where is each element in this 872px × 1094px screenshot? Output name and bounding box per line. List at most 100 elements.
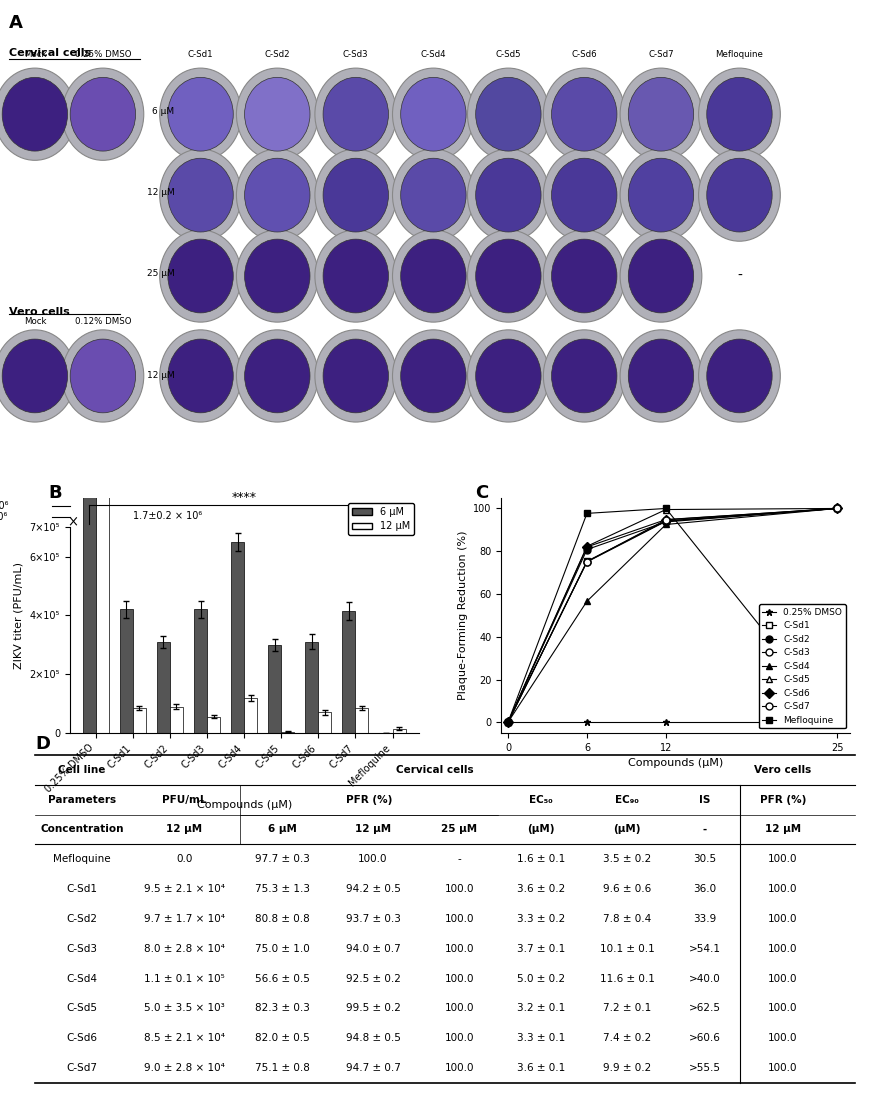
Text: C-Sd2: C-Sd2 (264, 50, 290, 59)
Text: 100.0: 100.0 (445, 1063, 473, 1073)
C-Sd3 (503, 715, 514, 729)
Ellipse shape (467, 330, 549, 422)
Ellipse shape (475, 78, 541, 151)
Text: 3.3 ± 0.2: 3.3 ± 0.2 (517, 913, 565, 924)
X-axis label: Compounds (μM): Compounds (μM) (628, 758, 724, 768)
Ellipse shape (160, 149, 242, 241)
Ellipse shape (706, 339, 773, 412)
C-Sd3 (661, 514, 671, 527)
Ellipse shape (401, 339, 466, 412)
Text: 94.7 ± 0.7: 94.7 ± 0.7 (345, 1063, 400, 1073)
Text: C-Sd3: C-Sd3 (66, 944, 98, 954)
Ellipse shape (543, 149, 625, 241)
C-Sd3 (582, 556, 592, 569)
C-Sd7 (832, 502, 842, 515)
C-Sd2 (661, 515, 671, 528)
Ellipse shape (392, 330, 474, 422)
Text: 8.0 ± 2.8 × 10⁴: 8.0 ± 2.8 × 10⁴ (144, 944, 225, 954)
Text: Mefloquine: Mefloquine (53, 854, 111, 864)
Text: Cervical cells: Cervical cells (9, 47, 91, 58)
Text: 12 μM: 12 μM (146, 188, 174, 197)
Text: Mock: Mock (24, 317, 46, 326)
Text: 9.5 ± 2.1 × 10⁴: 9.5 ± 2.1 × 10⁴ (144, 884, 225, 894)
Text: D: D (35, 735, 50, 754)
Y-axis label: Plaque-Forming Reduction (%): Plaque-Forming Reduction (%) (458, 531, 467, 700)
Bar (231, 542, 244, 733)
Text: C-Sd5: C-Sd5 (495, 50, 521, 59)
Text: 7.8 ± 0.4: 7.8 ± 0.4 (603, 913, 651, 924)
C-Sd7 (661, 513, 671, 526)
Line: Mefloquine: Mefloquine (505, 505, 841, 725)
Bar (157, 642, 170, 733)
Ellipse shape (244, 339, 310, 412)
Ellipse shape (467, 230, 549, 322)
Ellipse shape (392, 68, 474, 161)
Text: 82.3 ± 0.3: 82.3 ± 0.3 (255, 1003, 310, 1013)
Ellipse shape (706, 159, 773, 232)
Ellipse shape (0, 330, 76, 422)
Ellipse shape (315, 330, 397, 422)
Text: 100.0: 100.0 (768, 1063, 798, 1073)
Text: 10.1 ± 0.1: 10.1 ± 0.1 (600, 944, 655, 954)
Ellipse shape (70, 339, 135, 412)
Text: C: C (475, 484, 488, 502)
Ellipse shape (543, 68, 625, 161)
Text: 94.0 ± 0.7: 94.0 ± 0.7 (345, 944, 400, 954)
Text: >55.5: >55.5 (689, 1063, 721, 1073)
Bar (282, 732, 294, 733)
C-Sd6 (661, 513, 671, 526)
Bar (356, 708, 369, 733)
Bar (244, 698, 257, 733)
Bar (392, 729, 405, 733)
Text: 12 μM: 12 μM (146, 372, 174, 381)
Text: 100.0: 100.0 (768, 974, 798, 984)
Text: 3.2 ± 0.1: 3.2 ± 0.1 (517, 1003, 565, 1013)
C-Sd1 (503, 715, 514, 729)
Ellipse shape (706, 78, 773, 151)
Ellipse shape (467, 149, 549, 241)
Text: A: A (9, 14, 23, 33)
Text: 0.12% DMSO: 0.12% DMSO (75, 317, 131, 326)
Mefloquine (832, 715, 842, 729)
Ellipse shape (698, 68, 780, 161)
Text: 82.0 ± 0.5: 82.0 ± 0.5 (255, 1034, 310, 1044)
Text: 30.5: 30.5 (693, 854, 717, 864)
Text: Parameters: Parameters (48, 794, 116, 804)
Text: >62.5: >62.5 (689, 1003, 721, 1013)
Line: C-Sd7: C-Sd7 (505, 505, 841, 725)
Line: C-Sd1: C-Sd1 (505, 505, 841, 725)
C-Sd5 (832, 502, 842, 515)
Text: 3.6 ± 0.1: 3.6 ± 0.1 (517, 1063, 565, 1073)
Ellipse shape (167, 78, 234, 151)
Ellipse shape (628, 339, 694, 412)
Text: 9.9 ± 0.2: 9.9 ± 0.2 (603, 1063, 651, 1073)
Text: (μM): (μM) (528, 825, 555, 835)
Bar (170, 707, 183, 733)
C-Sd7 (582, 555, 592, 568)
Ellipse shape (551, 339, 617, 412)
Text: Cervical cells: Cervical cells (396, 765, 473, 775)
Mefloquine (582, 507, 592, 520)
Text: Concentration: Concentration (40, 825, 124, 835)
Text: C-Sd5: C-Sd5 (66, 1003, 98, 1013)
Text: 3.3 ± 0.1: 3.3 ± 0.1 (517, 1034, 565, 1044)
Text: C-Sd3: C-Sd3 (343, 50, 369, 59)
C-Sd4 (503, 715, 514, 729)
Text: 25 μM: 25 μM (146, 269, 174, 278)
Text: C-Sd7: C-Sd7 (648, 50, 674, 59)
Ellipse shape (0, 68, 76, 161)
C-Sd1 (832, 502, 842, 515)
Bar (119, 609, 133, 733)
Ellipse shape (475, 339, 541, 412)
Ellipse shape (698, 149, 780, 241)
Text: 9.0 ± 2.8 × 10⁴: 9.0 ± 2.8 × 10⁴ (144, 1063, 225, 1073)
C-Sd5 (661, 503, 671, 516)
Text: 100.0: 100.0 (768, 854, 798, 864)
Y-axis label: ZIKV titer (PFU/mL): ZIKV titer (PFU/mL) (14, 562, 24, 668)
Ellipse shape (236, 230, 318, 322)
C-Sd4 (661, 517, 671, 531)
Text: Vero cells: Vero cells (9, 307, 70, 317)
Ellipse shape (236, 68, 318, 161)
Ellipse shape (236, 330, 318, 422)
Text: 1.7±0.2 × 10⁶: 1.7±0.2 × 10⁶ (133, 511, 201, 521)
